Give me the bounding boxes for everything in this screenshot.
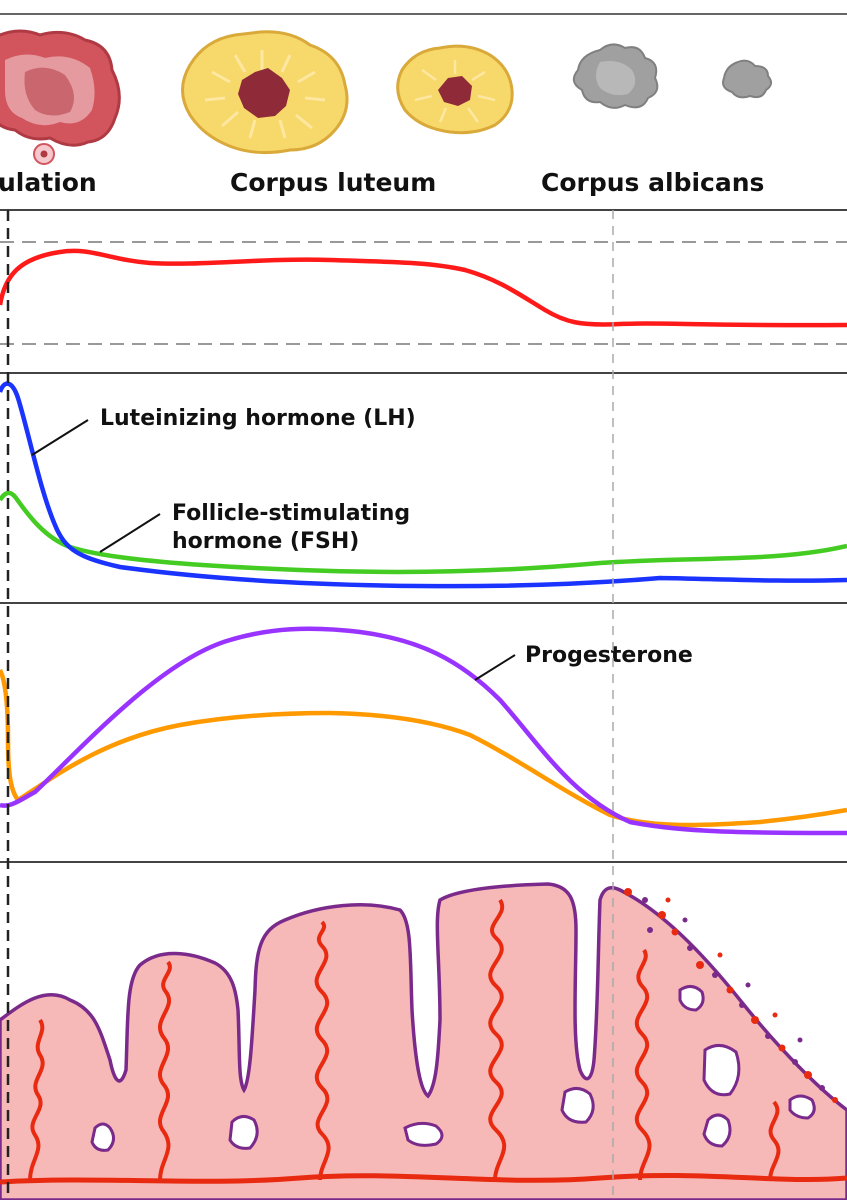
temperature-curve [0, 248, 847, 328]
fsh-label-line2: hormone (FSH) [172, 529, 359, 554]
gland-lumen [90, 1122, 115, 1152]
endometrium-panel [0, 861, 847, 1200]
fsh-curve [0, 490, 847, 575]
corpus-luteum-small-icon [396, 44, 514, 135]
spiral-artery [28, 1018, 45, 1181]
gland-lumen [678, 985, 705, 1012]
spiral-artery [768, 1100, 781, 1181]
gland-lumen [560, 1087, 595, 1124]
corpus-luteum-label: Corpus luteum [230, 168, 436, 197]
corpus-luteum-large-icon [181, 30, 349, 155]
menstrual-debris [624, 888, 838, 1103]
lh-label: Luteinizing hormone (LH) [100, 406, 416, 431]
spiral-artery [314, 920, 331, 1181]
progesterone-label-pointer [474, 654, 516, 681]
estrogen-curve [0, 668, 847, 828]
fsh-label-line1: Follicle-stimulating [172, 501, 410, 526]
spiral-artery [634, 948, 652, 1181]
corpus-albicans-label: Corpus albicans [541, 168, 764, 197]
ovarian-hormone-panel: Progesterone [0, 602, 847, 836]
progesterone-label: Progesterone [525, 643, 693, 668]
lh-label-pointer [31, 419, 89, 456]
basal-vessel [0, 1172, 847, 1185]
endometrium-tissue [0, 882, 847, 1200]
ovary-stage-panel: ulation Corpus luteum Corpus albicans [0, 13, 847, 197]
gland-lumen [702, 1113, 732, 1148]
progesterone-curve [0, 626, 847, 836]
gland-lumen [788, 1094, 816, 1120]
ruptured-follicle-icon [0, 29, 121, 165]
spiral-artery [488, 898, 507, 1181]
spiral-artery [157, 960, 172, 1181]
gland-lumen [702, 1044, 741, 1097]
temperature-panel [0, 209, 847, 345]
pituitary-hormone-panel: Luteinizing hormone (LH) Follicle-stimul… [0, 372, 847, 589]
ovulation-label: ulation [0, 168, 97, 197]
lh-curve [0, 381, 847, 589]
corpus-albicans-small-icon [722, 59, 772, 99]
gland-lumen [403, 1121, 444, 1147]
corpus-albicans-large-icon [572, 43, 659, 109]
gland-lumen [228, 1115, 259, 1150]
fsh-label-pointer [99, 513, 161, 553]
